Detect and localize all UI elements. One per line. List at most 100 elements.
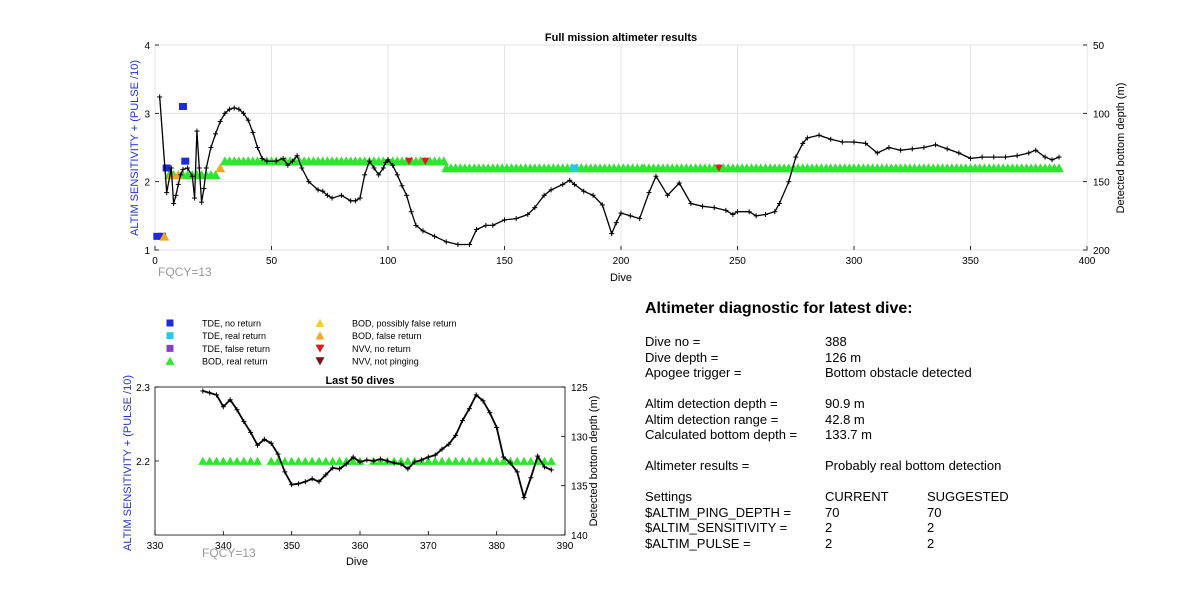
legend-item: NVV, not pinging: [315, 357, 419, 367]
bottom-depth-point: [383, 160, 389, 166]
bottom-depth-point: [405, 466, 411, 472]
bottom-depth-point: [376, 172, 382, 178]
bottom-depth-point: [420, 228, 426, 234]
bottom-depth-point: [618, 210, 624, 216]
y2-tick-label: 100: [1093, 109, 1110, 120]
x-tick-label: 200: [613, 256, 630, 267]
bottom-depth-point: [196, 165, 202, 171]
x-tick-label: 0: [152, 256, 158, 267]
bottom-depth-point: [762, 211, 768, 217]
bottom-depth-point: [542, 464, 547, 470]
bottom-depth-point: [227, 106, 233, 112]
bottom-depth-point: [348, 198, 354, 204]
bod-real-return-marker: [218, 456, 228, 465]
diag-row-detection-range: Altim detection range = 42.8 m: [645, 411, 865, 427]
legend-triangle-down-icon: [315, 344, 325, 353]
nvv-marker: [404, 157, 413, 165]
legend-label: TDE, no return: [202, 319, 261, 329]
bottom-depth-point: [391, 460, 397, 466]
legend-item: BOD, false return: [315, 331, 422, 341]
bottom-depth-point: [1056, 154, 1062, 160]
bottom-depth-point: [273, 158, 279, 164]
x-tick-label: 250: [729, 256, 746, 267]
bottom-depth-point: [384, 458, 390, 464]
bod-real-return-marker: [519, 456, 529, 465]
tde-marker: [181, 157, 190, 165]
bottom-chart-title: Last 50 dives: [325, 375, 394, 387]
bottom-depth-point: [590, 192, 596, 198]
bottom-depth-point: [390, 162, 396, 168]
bod-real-return-marker: [210, 170, 221, 180]
diag-row-results: Altimeter results = Probably real bottom …: [645, 458, 1002, 473]
bottom-depth-point: [944, 146, 950, 152]
bottom-depth-point: [507, 460, 513, 466]
bod-real-return-marker: [212, 456, 221, 465]
bottom-depth-point: [330, 465, 336, 471]
bottom-depth-point: [535, 453, 541, 459]
y-tick-label: 2.2: [136, 457, 150, 468]
bottom-depth-point: [627, 213, 633, 219]
bottom-depth-point: [851, 139, 857, 145]
bottom-depth-point: [525, 211, 531, 217]
x-tick-label: 330: [147, 541, 164, 552]
full-mission-chart: 0 50 100 150 200 250 300 350 400 1 2 3 4 50 100 150 20…: [129, 32, 1127, 284]
x-tick-label: 370: [420, 541, 437, 552]
bottom-depth-point: [688, 201, 694, 207]
bod-false-return-marker: [215, 163, 226, 173]
bod-real-return-marker: [314, 456, 324, 465]
bottom-depth-point: [560, 181, 566, 187]
bottom-depth-point: [933, 142, 939, 148]
bottom-depth-point: [250, 129, 256, 135]
bottom-depth-point: [548, 187, 554, 193]
bottom-depth-point: [299, 165, 305, 171]
bod-real-return-marker: [321, 456, 331, 465]
bod-real-return-marker: [438, 156, 449, 166]
bottom-depth-point: [171, 201, 177, 207]
bottom-depth-point: [241, 110, 247, 116]
bod-real-return-marker: [232, 456, 242, 465]
x-tick-label: 340: [215, 541, 232, 552]
y2-tick-label: 50: [1093, 41, 1105, 52]
bottom-depth-point: [1026, 150, 1032, 156]
legend-label: BOD, false return: [352, 331, 422, 341]
bod-real-return-marker: [280, 456, 290, 465]
y2-tick-label: 135: [571, 482, 588, 493]
legend-item: TDE, real return: [166, 331, 266, 341]
bottom-depth-point: [173, 192, 179, 198]
x-tick-label: 400: [1079, 256, 1096, 267]
bottom-depth-point: [275, 451, 281, 457]
last-50-dives-chart: 330 340 350 360 370 380 390 2.2 2.3 125 130 135 14…: [122, 375, 600, 568]
y2-tick-label: 140: [571, 531, 588, 542]
bod-real-return-marker: [430, 456, 440, 465]
bottom-depth-point: [296, 481, 301, 487]
legend-label: BOD, possibly false return: [352, 319, 457, 329]
bottom-depth-point: [613, 220, 619, 226]
bottom-depth-point: [968, 155, 973, 161]
bod-real-return-marker: [437, 456, 447, 465]
altimeter-diagnostic-panel: Altimeter diagnostic for latest dive: Di…: [645, 300, 1065, 551]
legend-item: BOD, possibly false return: [315, 319, 457, 329]
bottom-depth-point: [532, 205, 538, 211]
bod-real-return-marker: [205, 456, 215, 465]
y-tick-label: 4: [144, 41, 150, 52]
bottom-depth-point: [839, 139, 845, 145]
tde-marker: [153, 232, 162, 240]
bottom-depth-point: [157, 94, 163, 100]
bottom-depth-point: [324, 192, 330, 198]
legend-triangle-up-icon: [315, 331, 325, 340]
bottom-depth-point: [548, 467, 554, 473]
bottom-depth-point: [501, 454, 506, 460]
legend-label: NVV, not pinging: [352, 357, 419, 367]
bod-false-return-marker: [159, 231, 170, 241]
x-tick-label: 150: [496, 256, 513, 267]
bottom-depth-point: [302, 479, 308, 485]
bottom-depth-line: [202, 390, 552, 501]
x-tick-label: 50: [266, 256, 278, 267]
bottom-depth-point: [772, 209, 778, 215]
legend-triangle-up-icon: [165, 356, 175, 365]
y-tick-label: 2: [144, 178, 150, 189]
nvv-marker: [714, 164, 723, 172]
legend-label: BOD, real return: [202, 357, 268, 367]
bottom-depth-point: [227, 397, 233, 403]
bottom-depth-point: [646, 190, 652, 196]
